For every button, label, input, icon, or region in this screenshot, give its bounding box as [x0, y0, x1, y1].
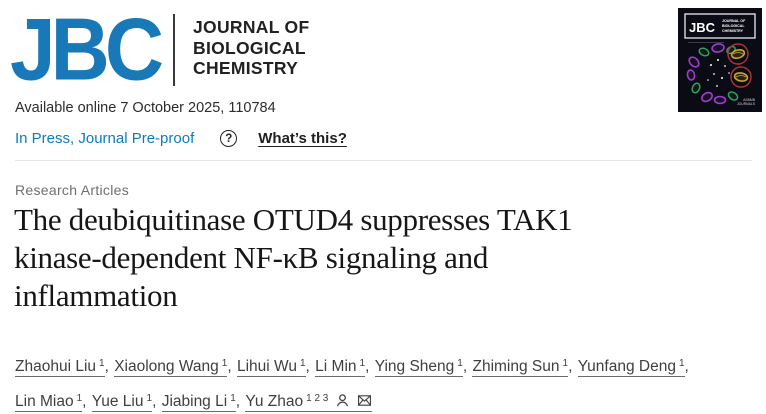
- author-link[interactable]: Yunfang Deng 1: [577, 358, 685, 378]
- author-link[interactable]: Jiabing Li 1: [161, 393, 236, 413]
- author-affiliation-sup: 1: [146, 393, 153, 405]
- section-label: Research Articles: [15, 182, 130, 198]
- help-question-icon[interactable]: ?: [220, 129, 238, 147]
- author-link[interactable]: Xiaolong Wang 1: [114, 358, 228, 378]
- cover-journal-text: CHEMISTRY: [722, 29, 744, 33]
- author-separator: ,: [305, 358, 315, 376]
- journal-cover-art: JBC JOURNAL OF BIOLOGICAL CHEMISTRY: [678, 8, 762, 112]
- cover-highlight-bottom: [730, 66, 752, 88]
- author-affiliation-sup: 1: [562, 358, 569, 369]
- author-name: Li Min: [315, 358, 357, 376]
- inpress-link[interactable]: In Press, Journal Pre-proof: [15, 129, 195, 147]
- author-affiliation-sup: 1: [457, 358, 463, 369]
- journal-name-line: BIOLOGICAL: [193, 37, 306, 58]
- author-name: Lin Miao: [15, 393, 74, 411]
- cover-jbc-logo: JBC: [689, 20, 716, 35]
- author-name: Lihui Wu: [236, 358, 297, 376]
- journal-cover-thumbnail[interactable]: JBC JOURNAL OF BIOLOGICAL CHEMISTRY: [678, 8, 762, 112]
- author-affiliation-sup: 1: [299, 358, 306, 369]
- author-link[interactable]: Lihui Wu 1: [236, 358, 306, 378]
- author-affiliation-sup: 1: [99, 358, 105, 369]
- jbc-logo[interactable]: JBC: [10, 0, 164, 99]
- author-link[interactable]: Lin Miao 1: [15, 393, 83, 413]
- person-icon[interactable]: [335, 393, 350, 408]
- author-name: Ying Sheng: [374, 358, 455, 376]
- author-link[interactable]: Zhiming Sun 1: [472, 358, 569, 378]
- author-separator: ,: [365, 358, 374, 376]
- author-separator: ,: [568, 358, 577, 376]
- envelope-icon[interactable]: [357, 393, 372, 408]
- author-affiliation-sup: 1: [221, 358, 228, 369]
- author-link[interactable]: Yu Zhao 1 2 3: [245, 393, 373, 413]
- author-separator: ,: [235, 393, 245, 411]
- cover-journal-text: JOURNAL OF: [722, 19, 746, 23]
- journal-name-line: JOURNAL OF: [193, 17, 310, 37]
- journal-name-line: CHEMISTRY: [193, 58, 299, 78]
- journal-name: JOURNAL OF BIOLOGICAL CHEMISTRY: [193, 17, 309, 79]
- author-link[interactable]: Yue Liu 1: [91, 393, 153, 413]
- article-title-line: kinase-dependent NF-κB signaling and: [14, 240, 489, 275]
- author-separator: ,: [462, 358, 472, 376]
- author-name: Yunfang Deng: [577, 358, 676, 376]
- whats-this-link[interactable]: What’s this?: [258, 129, 347, 147]
- section-divider: [15, 160, 752, 161]
- author-affiliation-sup: 1: [678, 358, 685, 369]
- author-name: Xiaolong Wang: [114, 358, 219, 376]
- author-separator: ,: [104, 358, 114, 376]
- author-name: Yue Liu: [91, 393, 144, 411]
- author-name: Zhiming Sun: [472, 358, 560, 376]
- author-list: Zhaohui Liu 1, Xiaolong Wang 1, Lihui Wu 1,…: [15, 347, 760, 414]
- author-name: Jiabing Li: [161, 393, 228, 411]
- available-online-text: Available online 7 October 2025, 110784: [15, 100, 276, 116]
- author-separator: ,: [227, 358, 236, 376]
- author-separator: ,: [152, 393, 161, 411]
- author-name: Zhaohui Liu: [15, 358, 97, 376]
- cover-highlight-top: [727, 43, 749, 65]
- author-link[interactable]: Zhaohui Liu 1: [15, 358, 105, 378]
- masthead-divider: [173, 14, 175, 86]
- author-name: Yu Zhao: [245, 393, 304, 411]
- cover-footer-text: JOURNALS: [737, 102, 756, 106]
- inpress-row: In Press, Journal Pre-proof ? What’s thi…: [15, 128, 347, 148]
- author-affiliation-sup: 1: [230, 393, 236, 405]
- author-link[interactable]: Ying Sheng 1: [374, 358, 463, 378]
- article-title: The deubiquitinase OTUD4 suppresses TAK1…: [14, 201, 714, 315]
- cover-cell-ring: [686, 43, 739, 105]
- author-affiliation-sup: 1: [359, 358, 366, 369]
- author-affiliation-sup: 1: [76, 393, 83, 405]
- article-title-line: The deubiquitinase OTUD4 suppresses TAK1: [14, 202, 573, 237]
- author-separator: ,: [82, 393, 91, 411]
- author-separator: ,: [684, 358, 689, 376]
- author-affiliation-sup: 1 2 3: [306, 393, 329, 405]
- author-link[interactable]: Li Min 1: [315, 358, 366, 378]
- cover-footer-text: ASBMB: [743, 98, 756, 102]
- cover-journal-text: BIOLOGICAL: [722, 24, 745, 28]
- article-title-line: inflammation: [14, 278, 178, 313]
